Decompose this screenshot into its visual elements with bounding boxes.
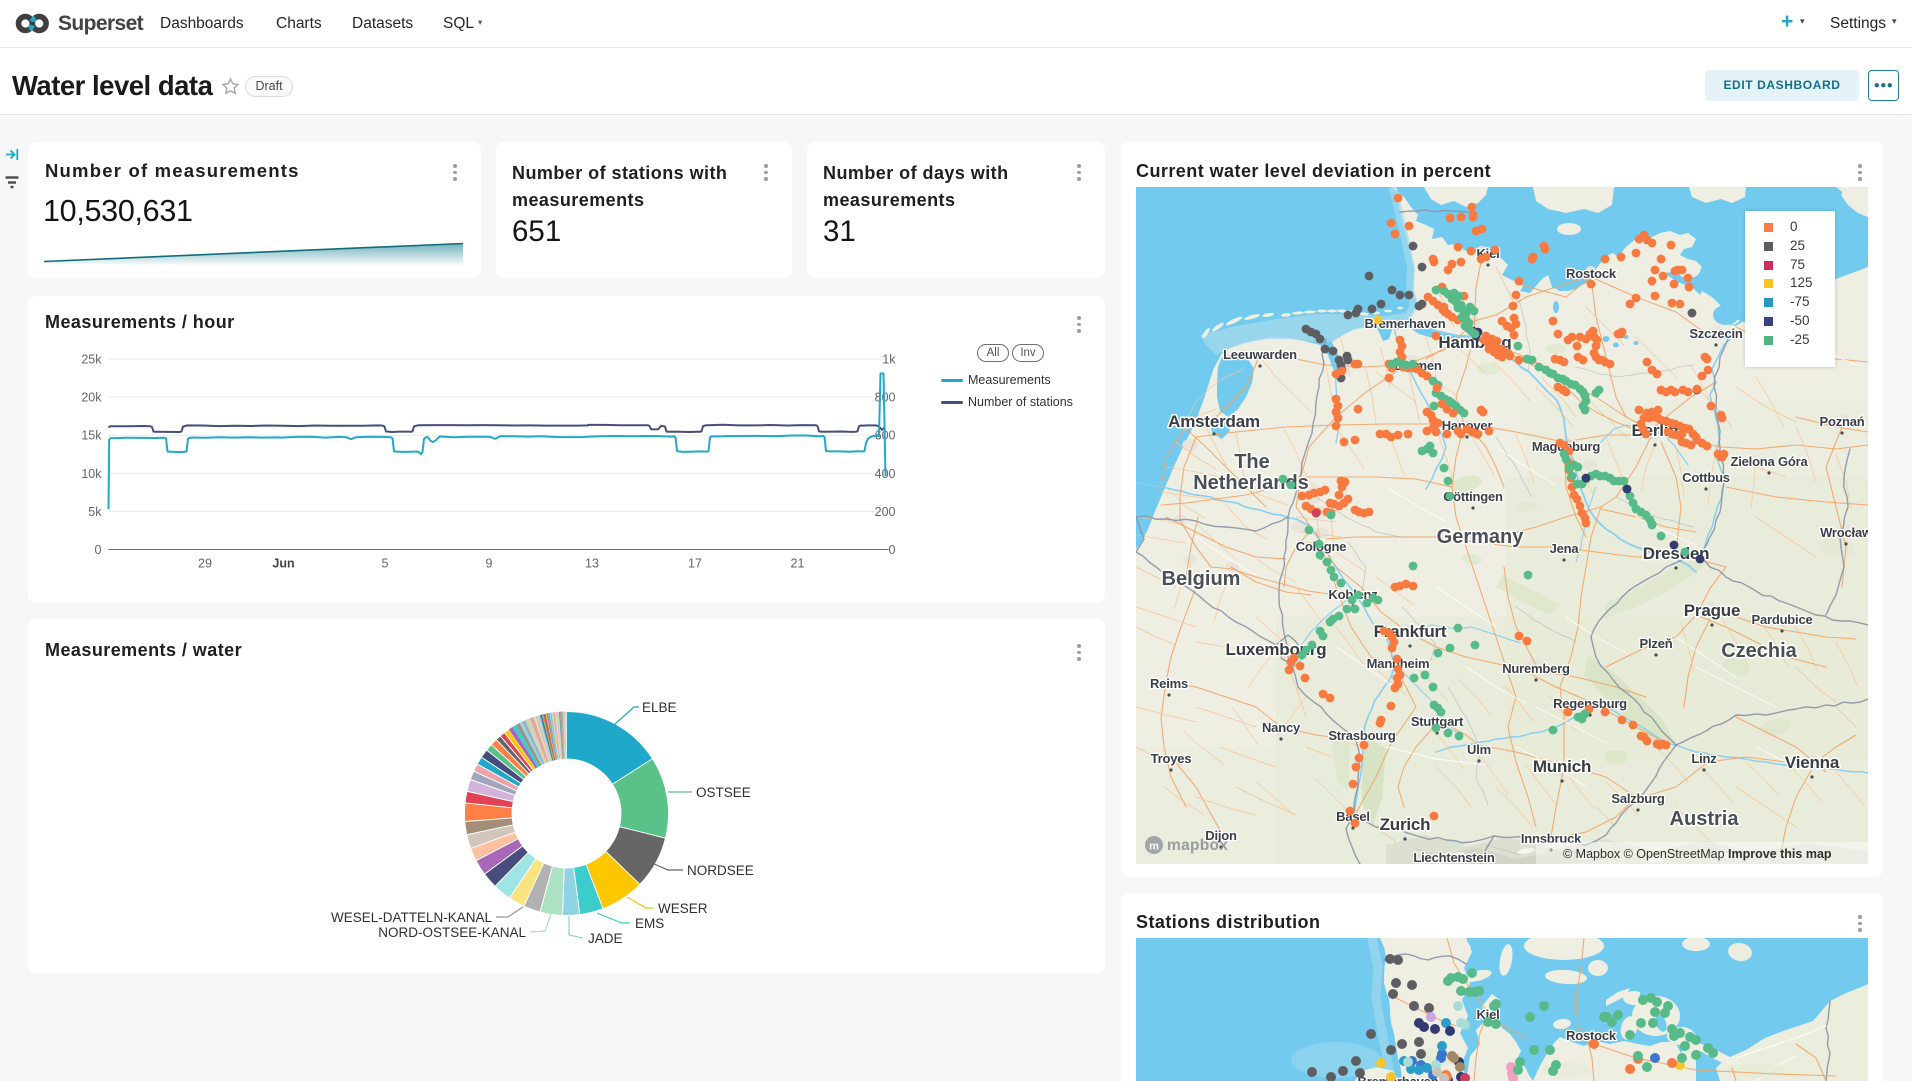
svg-text:Belgium: Belgium xyxy=(1162,568,1241,590)
svg-text:Bremerhaven: Bremerhaven xyxy=(1365,316,1446,331)
svg-text:Czechia: Czechia xyxy=(1721,640,1797,662)
svg-text:Mannheim: Mannheim xyxy=(1367,656,1430,671)
svg-text:Bremerhaven: Bremerhaven xyxy=(1358,1074,1439,1081)
svg-text:0: 0 xyxy=(95,543,102,557)
svg-text:JADE: JADE xyxy=(588,931,623,946)
svg-text:Salzburg: Salzburg xyxy=(1611,791,1665,806)
svg-text:Vienna: Vienna xyxy=(1785,753,1840,772)
svg-text:200: 200 xyxy=(875,505,896,519)
svg-text:Dijon: Dijon xyxy=(1205,828,1237,843)
svg-text:NORD-OSTSEE-KANAL: NORD-OSTSEE-KANAL xyxy=(378,925,526,940)
svg-text:Szczecin: Szczecin xyxy=(1689,326,1743,341)
svg-text:Cottbus: Cottbus xyxy=(1682,470,1730,485)
svg-text:Amsterdam: Amsterdam xyxy=(1168,412,1260,431)
svg-text:© Mapbox © OpenStreetMap Impro: © Mapbox © OpenStreetMap Improve this ma… xyxy=(1563,847,1832,861)
svg-text:Leeuwarden: Leeuwarden xyxy=(1223,347,1297,362)
svg-text:15k: 15k xyxy=(81,429,102,443)
svg-text:Germany: Germany xyxy=(1437,526,1525,548)
svg-text:Reims: Reims xyxy=(1150,676,1188,691)
svg-text:800: 800 xyxy=(875,391,896,405)
svg-text:Pardubice: Pardubice xyxy=(1751,612,1812,627)
svg-text:Göttingen: Göttingen xyxy=(1443,489,1503,504)
svg-text:21: 21 xyxy=(791,557,805,571)
svg-text:0: 0 xyxy=(889,543,896,557)
svg-text:WESER: WESER xyxy=(658,901,708,916)
svg-text:OSTSEE: OSTSEE xyxy=(696,785,751,800)
svg-text:The: The xyxy=(1234,451,1270,473)
svg-text:25k: 25k xyxy=(81,353,102,367)
svg-text:17: 17 xyxy=(688,557,702,571)
svg-text:5k: 5k xyxy=(88,505,102,519)
svg-text:Linz: Linz xyxy=(1691,751,1717,766)
svg-text:Ulm: Ulm xyxy=(1467,742,1491,757)
svg-text:Prague: Prague xyxy=(1684,601,1740,620)
svg-text:1k: 1k xyxy=(882,353,896,367)
svg-text:Troyes: Troyes xyxy=(1151,751,1192,766)
svg-text:Nuremberg: Nuremberg xyxy=(1502,661,1570,676)
svg-text:10k: 10k xyxy=(81,467,102,481)
svg-text:20k: 20k xyxy=(81,391,102,405)
svg-text:Jun: Jun xyxy=(272,557,294,571)
svg-text:WESEL-DATTELN-KANAL: WESEL-DATTELN-KANAL xyxy=(331,910,493,925)
svg-text:Plzeň: Plzeň xyxy=(1640,636,1673,651)
svg-text:9: 9 xyxy=(486,557,493,571)
svg-text:Nancy: Nancy xyxy=(1262,720,1301,735)
svg-text:5: 5 xyxy=(382,557,389,571)
svg-text:Rostock: Rostock xyxy=(1566,1028,1617,1043)
svg-text:Wrocław: Wrocław xyxy=(1820,525,1868,540)
svg-text:EMS: EMS xyxy=(635,916,664,931)
svg-text:ELBE: ELBE xyxy=(642,700,677,715)
svg-text:Basel: Basel xyxy=(1336,809,1370,824)
svg-text:Poznań: Poznań xyxy=(1819,414,1864,429)
svg-text:Regensburg: Regensburg xyxy=(1553,696,1627,711)
svg-text:Zielona Góra: Zielona Góra xyxy=(1730,454,1808,469)
svg-text:Zurich: Zurich xyxy=(1380,815,1431,834)
svg-text:Liechtenstein: Liechtenstein xyxy=(1413,850,1494,864)
svg-text:m: m xyxy=(1149,841,1159,853)
svg-text:Dresden: Dresden xyxy=(1643,544,1710,563)
svg-text:29: 29 xyxy=(198,557,212,571)
svg-text:Innsbruck: Innsbruck xyxy=(1521,831,1582,846)
svg-text:Austria: Austria xyxy=(1670,808,1740,830)
svg-text:Rostock: Rostock xyxy=(1566,266,1617,281)
svg-text:mapbox: mapbox xyxy=(1167,837,1228,854)
svg-text:Munich: Munich xyxy=(1533,757,1591,776)
svg-text:Stuttgart: Stuttgart xyxy=(1411,714,1464,729)
svg-text:13: 13 xyxy=(585,557,599,571)
svg-text:NORDSEE: NORDSEE xyxy=(687,863,754,878)
svg-text:Strasbourg: Strasbourg xyxy=(1328,728,1396,743)
svg-text:Jena: Jena xyxy=(1550,541,1580,556)
